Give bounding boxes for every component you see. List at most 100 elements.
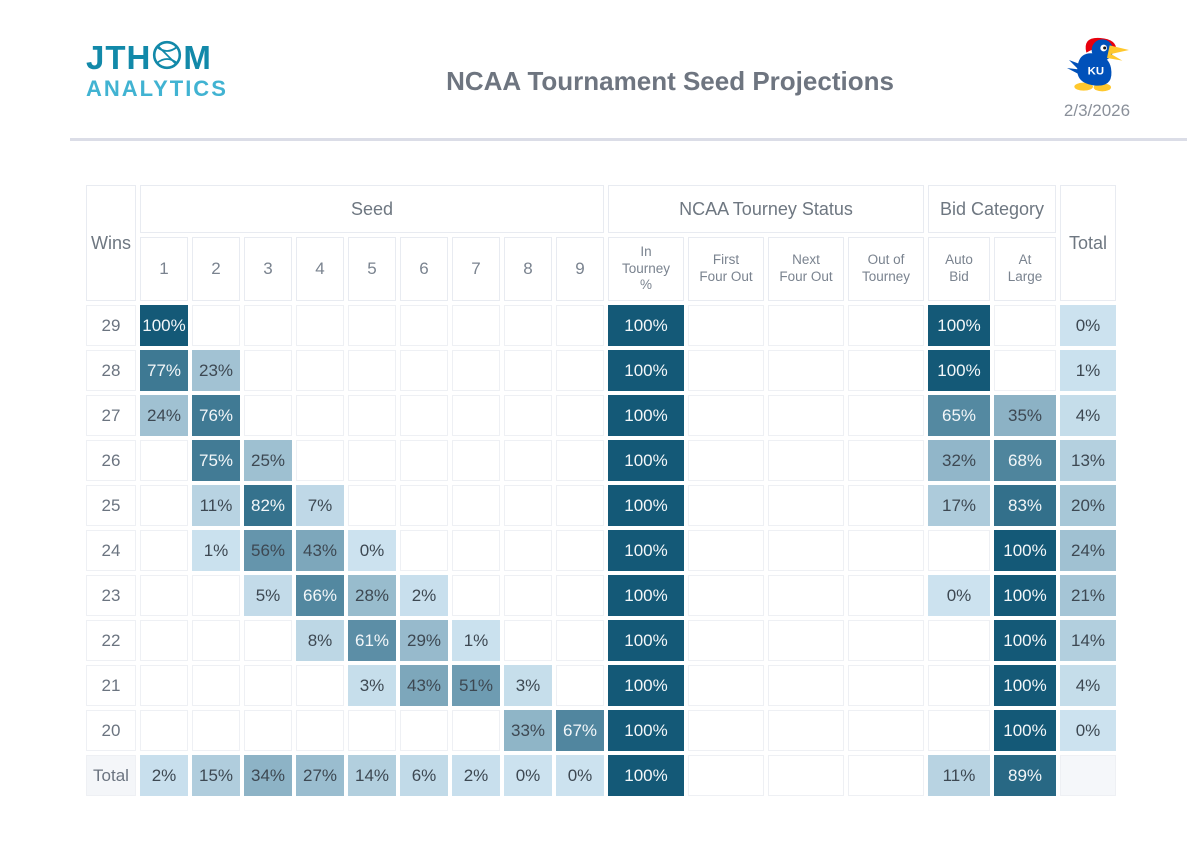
heatmap-cell — [556, 395, 604, 436]
heatmap-cell — [556, 350, 604, 391]
col-header-2-1: At Large — [994, 237, 1056, 301]
page-header: JTH M ANALYTICS NCAA Tournament Seed Pro… — [0, 0, 1200, 140]
heatmap-cell: 23% — [192, 350, 240, 391]
heatmap-cell — [768, 530, 844, 571]
heatmap-cell — [296, 350, 344, 391]
heatmap-cell: 100% — [608, 440, 684, 481]
heatmap-cell — [504, 620, 552, 661]
col-header-2-0: Auto Bid — [928, 237, 990, 301]
col-header-1-1: First Four Out — [688, 237, 764, 301]
heatmap-cell — [848, 575, 924, 616]
heatmap-cell: 77% — [140, 350, 188, 391]
heatmap-cell — [556, 485, 604, 526]
heatmap-cell — [452, 305, 500, 346]
heatmap-cell — [688, 305, 764, 346]
heatmap-cell — [452, 575, 500, 616]
heatmap-cell: 100% — [608, 395, 684, 436]
heatmap-cell — [296, 440, 344, 481]
basketball-icon — [152, 40, 182, 75]
heatmap-cell — [688, 575, 764, 616]
page-title: NCAA Tournament Seed Projections — [446, 66, 894, 96]
table-row-wins-21: 21 3% 43% 51% 3% 100% 100% 4% — [86, 665, 1116, 706]
row-label: 29 — [86, 305, 136, 346]
heatmap-cell — [848, 305, 924, 346]
heatmap-cell: 100% — [608, 755, 684, 796]
heatmap-cell: 5% — [244, 575, 292, 616]
heatmap-cell — [994, 350, 1056, 391]
heatmap-cell: 100% — [994, 530, 1056, 571]
svg-text:KU: KU — [1088, 66, 1104, 78]
heatmap-cell — [556, 665, 604, 706]
col-header-0-4: 5 — [348, 237, 396, 301]
heatmap-cell — [348, 395, 396, 436]
heatmap-cell — [244, 395, 292, 436]
row-label: 24 — [86, 530, 136, 571]
heatmap-cell: 3% — [348, 665, 396, 706]
heatmap-cell — [244, 665, 292, 706]
heatmap-cell — [688, 530, 764, 571]
heatmap-cell — [140, 485, 188, 526]
heatmap-cell: 0% — [504, 755, 552, 796]
table-row-wins-22: 22 8% 61% 29% 1% 100% 100% 14% — [86, 620, 1116, 661]
heatmap-cell: 82% — [244, 485, 292, 526]
table-row-wins-24: 24 1% 56% 43% 0% 100% 100% 24% — [86, 530, 1116, 571]
col-header-0-3: 4 — [296, 237, 344, 301]
heatmap-cell — [768, 350, 844, 391]
heatmap-cell — [504, 305, 552, 346]
logo-subtitle: ANALYTICS — [86, 76, 228, 101]
heatmap-cell — [244, 710, 292, 751]
heatmap-cell — [848, 440, 924, 481]
team-block: KU 2/3/2026 — [1057, 32, 1137, 121]
date-label: 2/3/2026 — [1063, 101, 1131, 120]
heatmap-cell: 27% — [296, 755, 344, 796]
heatmap-cell — [348, 440, 396, 481]
heatmap-cell — [452, 440, 500, 481]
heatmap-cell — [556, 575, 604, 616]
heatmap-cell — [192, 620, 240, 661]
heatmap-cell — [848, 395, 924, 436]
heatmap-cell — [504, 395, 552, 436]
col-header-0-1: 2 — [192, 237, 240, 301]
table-row-wins-26: 26 75% 25% 100% 32% 68% 13% — [86, 440, 1116, 481]
heatmap-cell — [848, 530, 924, 571]
col-header-0-6: 7 — [452, 237, 500, 301]
heatmap-cell — [688, 755, 764, 796]
table-row-wins-20: 20 33% 67% 100% 100% 0% — [86, 710, 1116, 751]
heatmap-cell — [140, 710, 188, 751]
heatmap-cell: 61% — [348, 620, 396, 661]
heatmap-cell — [452, 530, 500, 571]
heatmap-cell: 100% — [994, 710, 1056, 751]
heatmap-cell: 0% — [928, 575, 990, 616]
heatmap-cell: 11% — [928, 755, 990, 796]
heatmap-cell — [192, 665, 240, 706]
heatmap-cell — [192, 575, 240, 616]
jthom-analytics-logo: JTH M ANALYTICS — [86, 40, 228, 100]
heatmap-cell — [688, 395, 764, 436]
row-label: 20 — [86, 710, 136, 751]
heatmap-cell: 24% — [1060, 530, 1116, 571]
heatmap-cell — [848, 350, 924, 391]
table-row-wins-28: 28 77% 23% 100% 100% 1% — [86, 350, 1116, 391]
row-label: 25 — [86, 485, 136, 526]
heatmap-cell — [348, 485, 396, 526]
heatmap-cell — [348, 305, 396, 346]
heatmap-cell: 83% — [994, 485, 1056, 526]
heatmap-cell — [688, 485, 764, 526]
heatmap-cell — [296, 395, 344, 436]
heatmap-cell — [688, 440, 764, 481]
row-label: 28 — [86, 350, 136, 391]
heatmap-cell — [928, 665, 990, 706]
heatmap-cell — [504, 485, 552, 526]
heatmap-cell — [504, 350, 552, 391]
heatmap-cell: 17% — [928, 485, 990, 526]
heatmap-cell — [244, 620, 292, 661]
heatmap-cell: 100% — [608, 530, 684, 571]
heatmap-cell: 2% — [140, 755, 188, 796]
heatmap-cell: 28% — [348, 575, 396, 616]
heatmap-cell: 4% — [1060, 665, 1116, 706]
heatmap-cell — [1060, 755, 1116, 796]
heatmap-cell — [504, 575, 552, 616]
heatmap-cell — [688, 710, 764, 751]
col-header-0-7: 8 — [504, 237, 552, 301]
heatmap-cell: 100% — [140, 305, 188, 346]
